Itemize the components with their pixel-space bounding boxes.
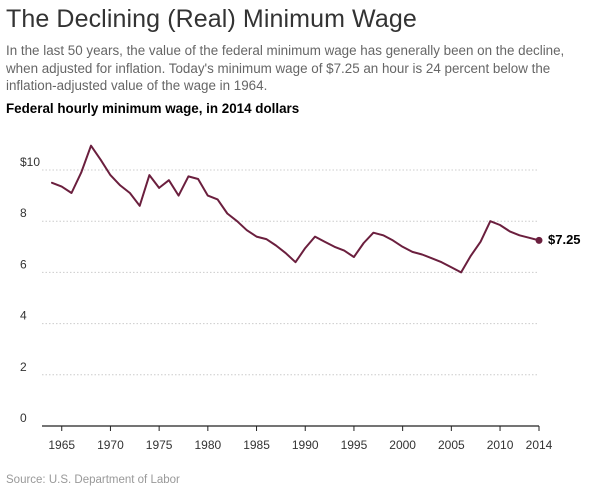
x-tick-label: 1990 — [292, 438, 319, 452]
x-tick-label: 1980 — [194, 438, 221, 452]
x-tick-label: 2014 — [526, 438, 553, 452]
source-note: Source: U.S. Department of Labor — [6, 474, 180, 486]
x-axis-ticks: 1965 1970 1975 1980 1985 1990 1995 2000 2005 2010… — [48, 426, 553, 452]
x-tick-label: 2010 — [487, 438, 514, 452]
chart-heading: Federal hourly minimum wage, in 2014 dol… — [6, 101, 300, 116]
y-tick-label: 4 — [20, 309, 27, 323]
page-subtitle: In the last 50 years, the value of the f… — [6, 43, 565, 93]
y-tick-label: 0 — [20, 411, 27, 425]
x-tick-label: 2005 — [438, 438, 465, 452]
series-line-minimum-wage — [51, 144, 540, 274]
x-tick-label: 1975 — [146, 438, 173, 452]
y-tick-label: 8 — [20, 206, 27, 220]
y-tick-label: 6 — [20, 257, 27, 271]
x-tick-label: 2000 — [389, 438, 416, 452]
x-tick-label: 1970 — [97, 438, 124, 452]
y-tick-label: 2 — [20, 360, 27, 374]
minimum-wage-chart: 0 2 4 6 8 $10 1965 1970 1975 1980 1985 1990 1995 200… — [20, 144, 581, 452]
x-tick-label: 1965 — [48, 438, 75, 452]
x-tick-label: 1985 — [243, 438, 270, 452]
series-end-point — [535, 236, 543, 244]
x-tick-label: 1995 — [341, 438, 368, 452]
grid-lines — [42, 169, 539, 427]
page-title: The Declining (Real) Minimum Wage — [6, 5, 417, 33]
series-end-label: $7.25 — [548, 232, 581, 247]
y-tick-label: $10 — [20, 155, 40, 169]
y-axis-ticks: 0 2 4 6 8 $10 — [20, 155, 40, 425]
